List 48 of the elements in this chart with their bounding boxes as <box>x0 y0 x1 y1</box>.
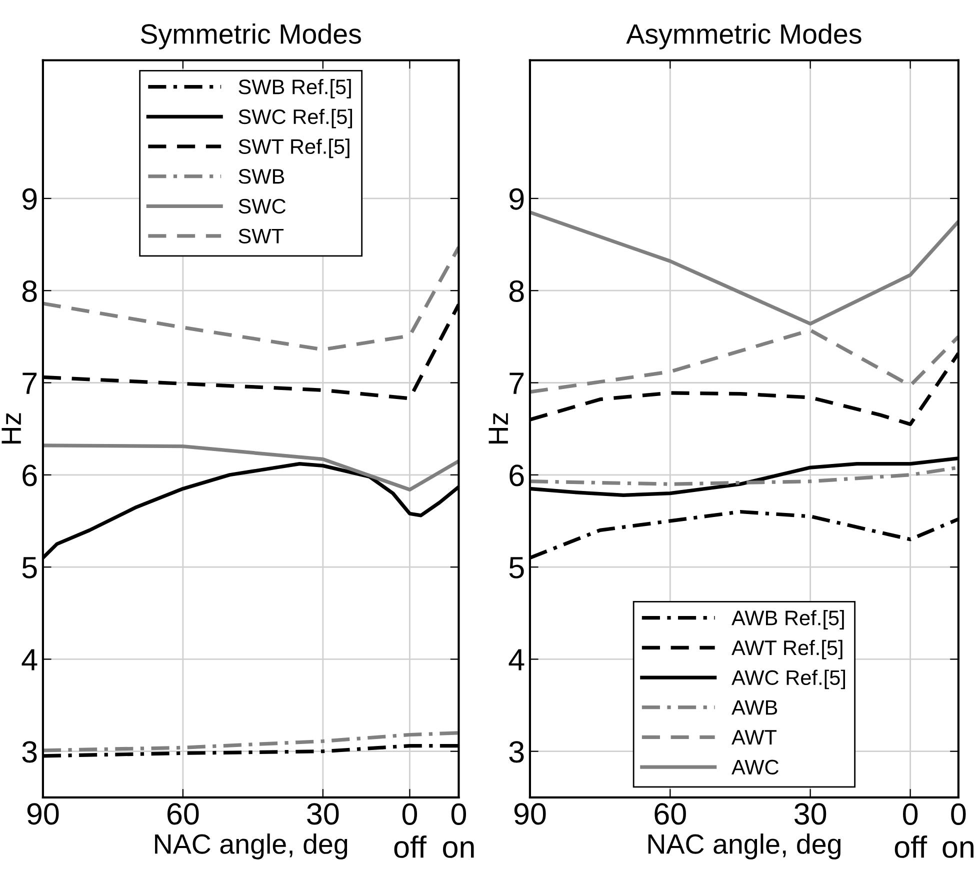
chart-title: Symmetric Modes <box>140 23 361 50</box>
legend-label: AWT Ref.[5] <box>732 640 842 660</box>
y-tick-label: 3 <box>22 741 37 763</box>
x-tick-label: 60 <box>167 803 199 825</box>
y-tick-label: 7 <box>22 372 37 394</box>
x-tick-label: 60 <box>654 803 686 825</box>
legend-label: SWC Ref.[5] <box>238 108 352 128</box>
y-tick-label: 6 <box>510 464 524 486</box>
y-tick-label: 9 <box>510 188 524 210</box>
y-tick-label: 4 <box>22 649 38 670</box>
line-series <box>42 444 459 492</box>
legend-label: SWB <box>238 169 284 184</box>
legend-label: SWC <box>238 198 286 214</box>
legend-label: AWB Ref.[5] <box>732 610 844 630</box>
y-axis-title: Hz <box>488 413 508 444</box>
chart-title: Asymmetric Modes <box>626 23 862 50</box>
line-series <box>530 328 958 394</box>
text: 0 on <box>942 803 974 858</box>
legend-label: SWT Ref.[5] <box>238 138 350 158</box>
line-series <box>530 466 958 486</box>
x-axis-title: NAC angle, deg <box>648 834 840 860</box>
y-axis-title: Hz <box>2 413 21 444</box>
y-tick-label: 6 <box>22 464 37 486</box>
x-tick-label: 30 <box>794 803 826 825</box>
line-series <box>42 245 459 352</box>
x-axis-title: NAC angle, deg <box>155 834 348 860</box>
y-tick-label: 5 <box>509 557 524 578</box>
line-series <box>42 731 459 752</box>
y-tick-label: 3 <box>509 741 524 763</box>
x-tick-label: 30 <box>307 803 339 825</box>
x-tick-label: 90 <box>27 803 59 825</box>
text: 0 on <box>443 803 474 858</box>
text: 0 off <box>894 803 928 858</box>
legend-label: AWC Ref.[5] <box>732 670 845 690</box>
legend-label: SWT <box>238 228 284 244</box>
y-tick-label: 7 <box>510 372 524 394</box>
y-tick-label: 4 <box>508 649 524 670</box>
legend-label: AWC <box>732 760 779 775</box>
y-tick-label: 5 <box>22 557 37 578</box>
y-tick-label: 9 <box>22 188 37 210</box>
legend-label: AWT <box>732 730 777 744</box>
y-tick-label: 8 <box>509 280 524 302</box>
y-tick-label: 8 <box>22 280 37 302</box>
legend-label: SWB Ref.[5] <box>238 79 351 98</box>
x-tick-label: 90 <box>514 803 546 825</box>
legend-label: AWB <box>732 700 778 715</box>
line-series <box>530 210 958 326</box>
text: 0 off <box>394 803 426 858</box>
